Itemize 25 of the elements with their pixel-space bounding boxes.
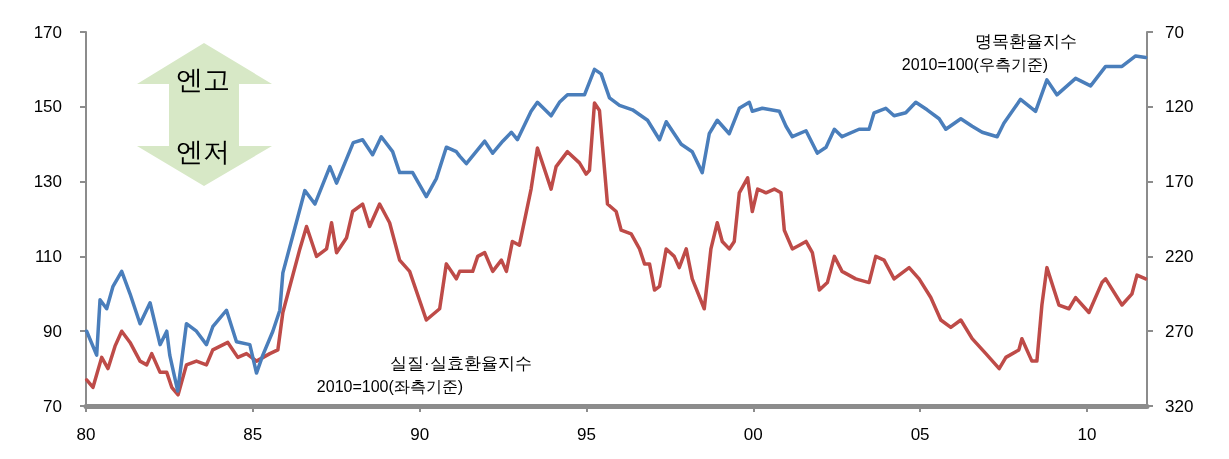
y-tick-label: 70 [43, 396, 62, 416]
x-tick-label: 00 [743, 425, 763, 444]
annotation: 2010=100(우측기준) [901, 55, 1049, 73]
x-tick-label: 85 [243, 425, 263, 444]
y-tick-label: 150 [33, 97, 62, 117]
x-tick-label: 10 [1077, 425, 1097, 444]
y2-tick-label: 220 [1165, 246, 1194, 266]
y-tick-label: 170 [33, 22, 62, 42]
y-tick-label: 110 [34, 246, 62, 266]
y2-tick-label: 320 [1165, 396, 1194, 416]
annotation: 엔저 [176, 137, 230, 167]
x-tick-label: 95 [577, 425, 596, 444]
y2-tick-label: 120 [1165, 97, 1194, 117]
y2-tick-label: 270 [1165, 321, 1194, 341]
y-tick-label: 90 [43, 321, 62, 341]
x-tick-label: 05 [910, 425, 930, 444]
annotation: 엔고 [176, 65, 230, 95]
y2-tick-label: 70 [1165, 22, 1184, 42]
annotation: 2010=100(좌측기준) [316, 377, 464, 395]
y2-tick-label: 170 [1165, 172, 1194, 192]
text: 실질·실효환율지수 [389, 354, 532, 373]
x-tick-label: 90 [410, 425, 430, 444]
y-tick-label: 130 [33, 172, 62, 192]
series-label: 명목환율지수 [975, 32, 1077, 51]
x-tick-label: 80 [76, 425, 96, 444]
